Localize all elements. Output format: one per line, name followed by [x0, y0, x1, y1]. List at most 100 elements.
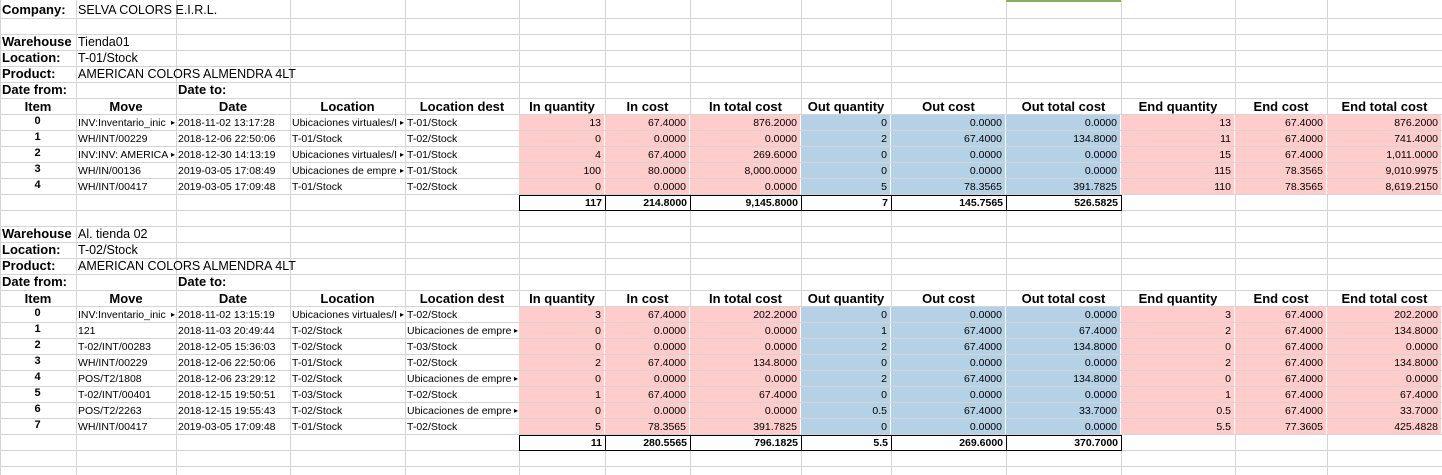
table-cell[interactable]: 2: [34, 147, 41, 159]
table-cell[interactable]: 100: [519, 163, 604, 178]
table-cell[interactable]: 67.4000: [690, 387, 800, 402]
table-cell[interactable]: 1: [34, 131, 41, 143]
table-cell[interactable]: 0.0000: [1006, 163, 1120, 178]
table-cell[interactable]: T-01/Stock: [407, 149, 458, 161]
table-cell[interactable]: 0.5: [801, 403, 890, 418]
table-cell[interactable]: 2018-12-30 14:13:19: [178, 149, 276, 161]
table-cell[interactable]: 134.8000: [1327, 323, 1441, 338]
table-cell[interactable]: 2018-11-03 20:49:44: [178, 325, 275, 337]
total-cell[interactable]: 9,145.8000: [690, 195, 802, 211]
table-cell[interactable]: 67.4000: [891, 131, 1005, 146]
total-cell[interactable]: 526.5825: [1006, 195, 1122, 211]
table-cell[interactable]: T-02/INT/00283: [78, 341, 151, 353]
table-cell[interactable]: 9,010.9975: [1327, 163, 1441, 178]
table-cell[interactable]: 0: [34, 307, 41, 319]
table-cell[interactable]: 2: [801, 371, 890, 386]
table-cell[interactable]: 2: [34, 339, 41, 351]
column-header[interactable]: Date: [218, 99, 248, 114]
table-cell[interactable]: 0: [1121, 339, 1234, 354]
table-cell[interactable]: 202.2000: [690, 307, 800, 322]
table-cell[interactable]: Ubicaciones de empre: [405, 371, 518, 386]
table-cell[interactable]: 134.8000: [1327, 355, 1441, 370]
table-cell[interactable]: 876.2000: [1327, 115, 1441, 130]
table-cell[interactable]: 0: [1121, 371, 1234, 386]
column-header[interactable]: End total cost: [1341, 99, 1428, 114]
table-cell[interactable]: 202.2000: [1327, 307, 1441, 322]
table-cell[interactable]: 425.4828: [1327, 419, 1441, 434]
table-cell[interactable]: 0: [801, 115, 890, 130]
table-cell[interactable]: 2019-03-05 17:09:48: [178, 181, 276, 193]
table-cell[interactable]: 0: [519, 131, 604, 146]
table-cell[interactable]: 77.3605: [1235, 419, 1326, 434]
table-cell[interactable]: 2018-12-06 22:50:06: [178, 133, 276, 145]
table-cell[interactable]: Ubicaciones virtuales/I: [290, 307, 404, 322]
table-cell[interactable]: 0.0000: [1327, 371, 1441, 386]
column-header[interactable]: Date: [218, 291, 248, 306]
column-header[interactable]: End cost: [1253, 99, 1309, 114]
total-cell[interactable]: 117: [519, 195, 606, 211]
table-cell[interactable]: 0.0000: [1006, 307, 1120, 322]
table-cell[interactable]: 0: [801, 355, 890, 370]
table-cell[interactable]: 5: [801, 179, 890, 194]
column-header[interactable]: Out quantity: [807, 291, 885, 306]
table-cell[interactable]: 876.2000: [690, 115, 800, 130]
table-cell[interactable]: 67.4000: [1235, 371, 1326, 386]
table-cell[interactable]: 0.0000: [690, 131, 800, 146]
table-cell[interactable]: 0.0000: [1327, 339, 1441, 354]
table-cell[interactable]: 6: [34, 403, 41, 415]
table-cell[interactable]: 4: [34, 371, 41, 383]
table-cell[interactable]: 78.3565: [605, 419, 689, 434]
table-cell[interactable]: 2: [1121, 355, 1234, 370]
table-cell[interactable]: 13: [519, 115, 604, 130]
table-cell[interactable]: 0: [519, 323, 604, 338]
table-cell[interactable]: INV:Inventario_inic: [76, 307, 175, 322]
table-cell[interactable]: 0.0000: [605, 179, 689, 194]
table-cell[interactable]: 2018-12-06 23:29:12: [178, 373, 276, 385]
table-cell[interactable]: 0.0000: [690, 323, 800, 338]
table-cell[interactable]: T-02/INT/00401: [78, 389, 151, 401]
table-cell[interactable]: 67.4000: [1235, 307, 1326, 322]
table-cell[interactable]: 67.4000: [1235, 403, 1326, 418]
table-cell[interactable]: 15: [1121, 147, 1234, 162]
column-header[interactable]: In quantity: [529, 291, 595, 306]
table-cell[interactable]: T-01/Stock: [292, 181, 343, 193]
table-cell[interactable]: 80.0000: [605, 163, 689, 178]
column-header[interactable]: Location dest: [419, 99, 505, 114]
table-cell[interactable]: 2: [801, 339, 890, 354]
table-cell[interactable]: 0: [519, 371, 604, 386]
table-cell[interactable]: 269.6000: [690, 147, 800, 162]
table-cell[interactable]: T-02/Stock: [407, 357, 458, 369]
table-cell[interactable]: 0.0000: [605, 371, 689, 386]
table-cell[interactable]: 0.0000: [605, 131, 689, 146]
table-cell[interactable]: WH/INT/00229: [78, 357, 148, 369]
table-cell[interactable]: 0.0000: [605, 323, 689, 338]
table-cell[interactable]: 391.7825: [1006, 179, 1120, 194]
table-cell[interactable]: 67.4000: [605, 307, 689, 322]
table-cell[interactable]: Ubicaciones virtuales/I: [290, 147, 404, 162]
table-cell[interactable]: 134.8000: [690, 355, 800, 370]
table-cell[interactable]: 2: [801, 131, 890, 146]
table-cell[interactable]: 67.4000: [1235, 323, 1326, 338]
table-cell[interactable]: 2018-12-05 15:36:03: [178, 341, 276, 353]
column-header[interactable]: Item: [24, 99, 52, 114]
table-cell[interactable]: 1,011.0000: [1327, 147, 1441, 162]
table-cell[interactable]: 0.5: [1121, 403, 1234, 418]
table-cell[interactable]: 0.0000: [605, 403, 689, 418]
table-cell[interactable]: 0.0000: [1006, 419, 1120, 434]
total-cell[interactable]: 11: [519, 435, 606, 451]
table-cell[interactable]: 134.8000: [1006, 131, 1120, 146]
table-cell[interactable]: 3: [1121, 307, 1234, 322]
table-cell[interactable]: 0.0000: [1006, 115, 1120, 130]
column-header[interactable]: Out total cost: [1021, 291, 1106, 306]
table-cell[interactable]: 67.4000: [605, 115, 689, 130]
table-cell[interactable]: 0.0000: [891, 147, 1005, 162]
column-header[interactable]: Location: [320, 291, 375, 306]
table-cell[interactable]: 2018-11-02 13:17:28: [178, 117, 275, 129]
table-cell[interactable]: 2018-12-15 19:55:43: [178, 405, 276, 417]
total-cell[interactable]: 214.8000: [605, 195, 691, 211]
table-cell[interactable]: 0: [801, 163, 890, 178]
table-cell[interactable]: 5: [34, 387, 41, 399]
table-cell[interactable]: T-02/Stock: [407, 421, 458, 433]
table-cell[interactable]: 67.4000: [605, 147, 689, 162]
table-cell[interactable]: Ubicaciones de empre: [405, 323, 518, 338]
